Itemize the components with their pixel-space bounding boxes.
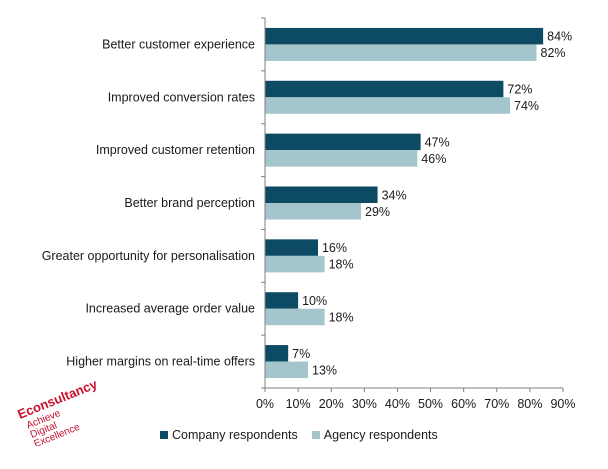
data-label-company: 84% [547,30,572,44]
bar-agency [265,150,418,167]
bar-agency [265,44,537,61]
legend-swatch-company [160,431,168,439]
category-label: Higher margins on real-time offers [66,355,255,369]
bar-agency [265,361,309,379]
category-label: Better customer experience [102,37,255,51]
bar-company [265,133,421,151]
labels-layer: Better customer experience 84% 82% Improved… [42,30,572,378]
bar-company [265,239,318,256]
x-axis-ticks: 0% 10% 20% 30% 40% 50% 60% 70% 80% 90% [256,17,576,411]
bar-company [265,80,504,98]
bar-company [265,345,289,362]
x-tick-label: 90% [550,397,575,411]
x-tick-label: 20% [319,397,344,411]
legend: Company respondents Agency respondents [160,428,438,442]
x-tick-label: 40% [385,397,410,411]
bar-company [265,27,544,45]
category-label: Improved conversion rates [108,90,255,104]
data-label-agency: 82% [541,46,566,60]
data-label-company: 7% [292,347,310,361]
legend-item-company: Company respondents [160,428,298,442]
x-tick-label: 10% [286,397,311,411]
legend-item-agency: Agency respondents [311,428,438,442]
x-tick-label: 70% [484,397,509,411]
data-label-agency: 46% [421,152,446,166]
x-tick-label: 60% [451,397,476,411]
x-tick-label: 30% [352,397,377,411]
category-label: Improved customer retention [96,143,255,157]
data-label-agency: 29% [365,205,390,219]
data-label-company: 16% [322,241,347,255]
data-label-agency: 74% [514,99,539,113]
bar-agency [265,97,511,114]
data-label-agency: 18% [329,258,354,272]
data-label-company: 47% [425,135,450,149]
data-label-agency: 13% [312,363,337,377]
data-label-company: 72% [507,83,532,97]
bar-agency [265,255,325,273]
x-tick-label: 50% [418,397,443,411]
category-label: Increased average order value [85,302,255,316]
bar-company [265,292,299,309]
data-label-agency: 18% [329,310,354,324]
legend-label-agency: Agency respondents [323,428,438,442]
data-label-company: 34% [382,188,407,202]
category-label: Greater opportunity for personalisation [42,249,255,263]
legend-label-company: Company respondents [172,428,298,442]
x-tick-label: 80% [517,397,542,411]
data-label-company: 10% [302,294,327,308]
econsultancy-logo: Econsultancy Achieve Digital Excellence [15,376,100,446]
bar-agency [265,203,362,220]
bar-agency [265,308,325,326]
bars-layer [265,27,544,379]
legend-swatch-agency [311,431,320,439]
category-label: Better brand perception [124,196,255,210]
x-tick-label: 0% [256,397,274,411]
bar-company [265,186,378,203]
